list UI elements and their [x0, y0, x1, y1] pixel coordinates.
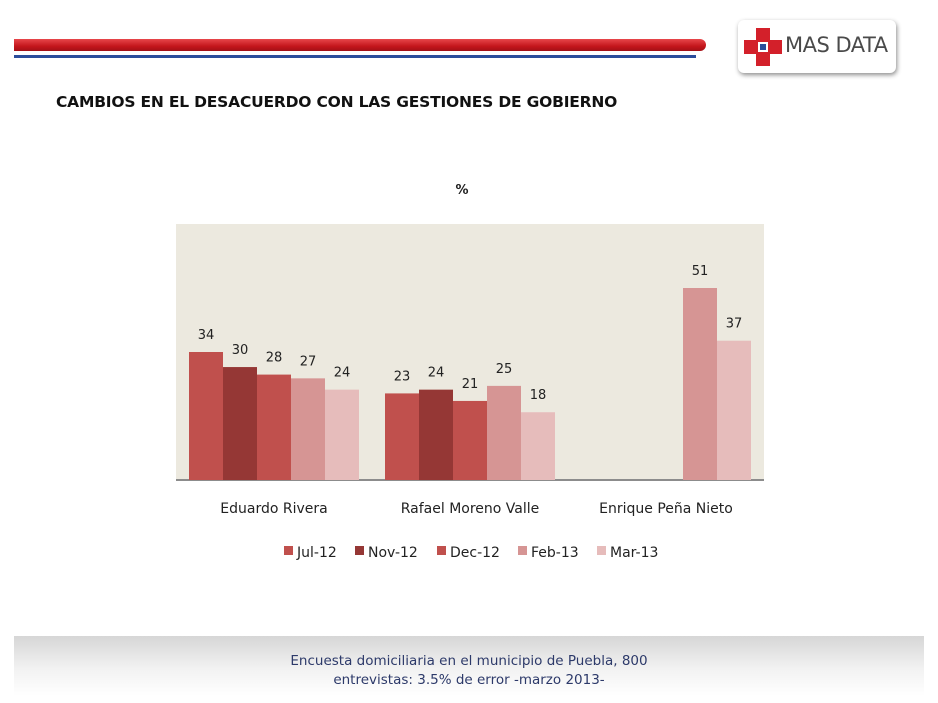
page-title: CAMBIOS EN EL DESACUERDO CON LAS GESTION…	[56, 93, 618, 111]
category-label: Rafael Moreno Valle	[401, 501, 540, 517]
legend-swatch	[437, 546, 446, 555]
bar	[487, 385, 521, 480]
bar	[257, 374, 291, 480]
bar	[683, 288, 717, 480]
data-label: 30	[232, 343, 249, 358]
data-label: 23	[394, 369, 411, 384]
data-label: 28	[266, 351, 283, 366]
category-label-group: Eduardo Rivera Rafael Moreno Valle Enrique…	[220, 501, 733, 517]
legend-label: Feb-13	[531, 545, 579, 561]
legend-label: Dec-12	[450, 545, 500, 561]
chart-unit-label: %	[455, 183, 469, 198]
bar	[385, 393, 419, 480]
logo: MAS DATA	[738, 20, 896, 73]
bar	[419, 389, 453, 480]
red-cross-icon	[744, 28, 782, 66]
data-label-group: 34 30 28 27 24 23 24 21 25 18 51 37	[198, 264, 743, 403]
data-label: 18	[530, 388, 547, 403]
bar	[189, 352, 223, 480]
category-label: Eduardo Rivera	[220, 501, 327, 517]
header-red-bar	[14, 39, 706, 51]
category-label: Enrique Peña Nieto	[599, 501, 733, 517]
data-label: 51	[692, 264, 709, 279]
data-label: 34	[198, 328, 215, 343]
legend-swatch	[284, 546, 293, 555]
data-label: 24	[428, 366, 445, 381]
logo-text: MAS DATA	[785, 33, 888, 57]
legend-label: Nov-12	[368, 545, 418, 561]
data-label: 27	[300, 354, 317, 369]
bar	[291, 378, 325, 480]
bar	[223, 367, 257, 480]
footnote-line-1: Encuesta domiciliaria en el municipio de…	[290, 653, 648, 669]
bar	[325, 389, 359, 480]
bar	[521, 412, 555, 480]
legend-label: Mar-13	[610, 545, 658, 561]
data-label: 21	[462, 377, 479, 392]
footnote: Encuesta domiciliaria en el municipio de…	[14, 652, 924, 690]
data-label: 25	[496, 362, 513, 377]
footnote-line-2: entrevistas: 3.5% de error -marzo 2013-	[333, 672, 605, 688]
legend: Jul-12 Nov-12 Dec-12 Feb-13 Mar-13	[284, 545, 658, 561]
header-blue-line	[14, 55, 696, 58]
legend-swatch	[597, 546, 606, 555]
legend-label: Jul-12	[296, 545, 337, 561]
bar	[453, 400, 487, 480]
legend-swatch	[355, 546, 364, 555]
legend-swatch	[518, 546, 527, 555]
data-label: 24	[334, 366, 351, 381]
bar-group	[189, 288, 751, 480]
footer-band	[14, 636, 924, 696]
data-label: 37	[726, 317, 743, 332]
bar	[717, 340, 751, 480]
bar-chart: 34 30 28 27 24 23 24 21 25 18 51 37 Eduardo Rivera R…	[176, 224, 764, 561]
